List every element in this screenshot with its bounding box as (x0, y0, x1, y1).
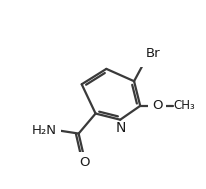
Text: O: O (80, 156, 90, 169)
Text: CH₃: CH₃ (173, 99, 195, 112)
Text: O: O (152, 99, 162, 112)
Text: H₂N: H₂N (32, 124, 57, 137)
Text: Br: Br (146, 47, 160, 60)
Text: N: N (116, 121, 126, 135)
